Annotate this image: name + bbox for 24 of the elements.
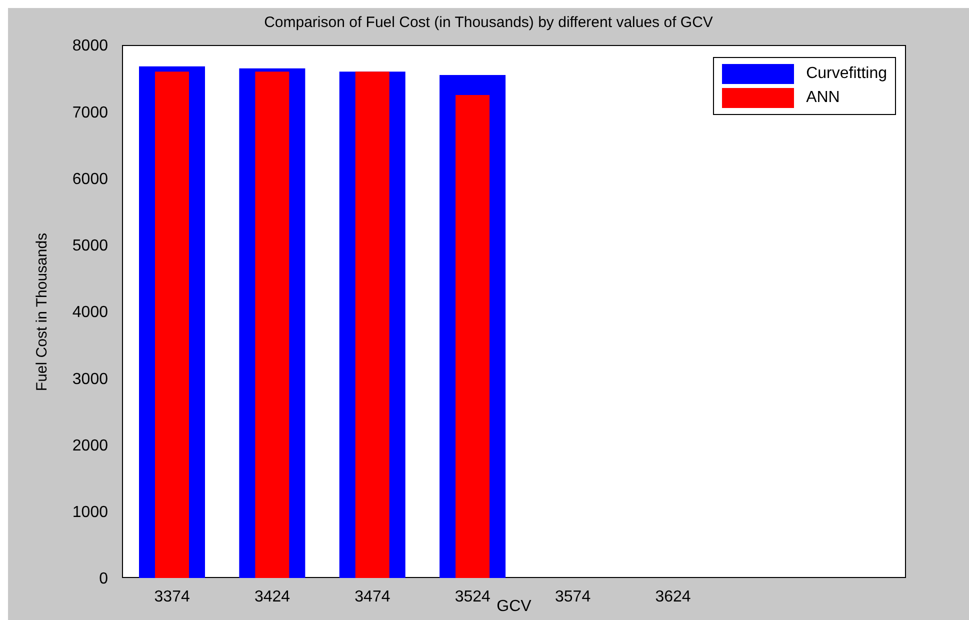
x-tick-label: 3574 xyxy=(555,588,591,606)
bar xyxy=(255,72,290,578)
y-tick-label: 8000 xyxy=(72,38,108,55)
bar xyxy=(155,72,189,578)
y-tick-label: 2000 xyxy=(72,437,108,454)
y-tick-label: 7000 xyxy=(72,104,108,122)
y-tick-label: 1000 xyxy=(72,504,108,522)
bar xyxy=(456,94,490,578)
y-tick-label: 3000 xyxy=(72,370,108,388)
x-tick-label: 3524 xyxy=(454,588,491,606)
y-tick-label: 0 xyxy=(99,570,108,588)
y-tick-label: 5000 xyxy=(72,238,108,255)
y-tick-label: 4000 xyxy=(72,304,108,322)
legend-label: Curvefitting xyxy=(806,65,887,83)
x-tick-label: 3374 xyxy=(154,588,190,606)
y-axis-title: Fuel Cost in Thousands xyxy=(34,232,50,391)
x-tick-label: 3624 xyxy=(655,588,691,606)
x-tick-label: 3474 xyxy=(354,588,390,606)
bar xyxy=(355,72,390,578)
x-axis-title: GCV xyxy=(496,598,532,615)
chart-title: Comparison of Fuel Cost (in Thousands) by different values of GCV xyxy=(263,14,714,31)
legend-label: ANN xyxy=(806,89,840,107)
x-tick-label: 3424 xyxy=(254,588,290,606)
y-tick-label: 6000 xyxy=(72,170,108,188)
